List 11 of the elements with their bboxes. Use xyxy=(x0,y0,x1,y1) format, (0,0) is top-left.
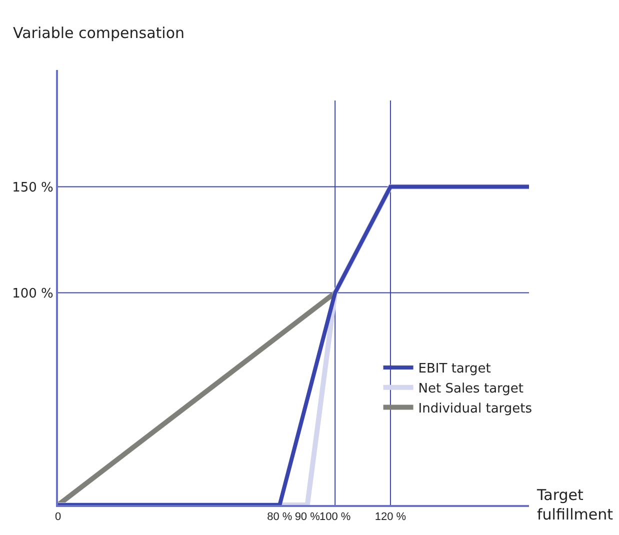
legend-label: Net Sales target xyxy=(418,381,524,396)
x-axis-title: Target fulfillment xyxy=(536,486,614,524)
x-tick-label: 100 % xyxy=(319,511,351,524)
x-tick-label: 80 % xyxy=(267,511,292,524)
y-axis-title: Variable compensation xyxy=(13,24,185,42)
legend-label: Individual targets xyxy=(418,401,532,416)
y-tick-label: 150 % xyxy=(12,180,54,196)
x-tick-label: 0 xyxy=(54,511,62,524)
x-tick-label: 90 % xyxy=(294,511,320,524)
legend-label: EBIT target xyxy=(418,362,491,377)
x-tick-label: 120 % xyxy=(374,511,406,524)
